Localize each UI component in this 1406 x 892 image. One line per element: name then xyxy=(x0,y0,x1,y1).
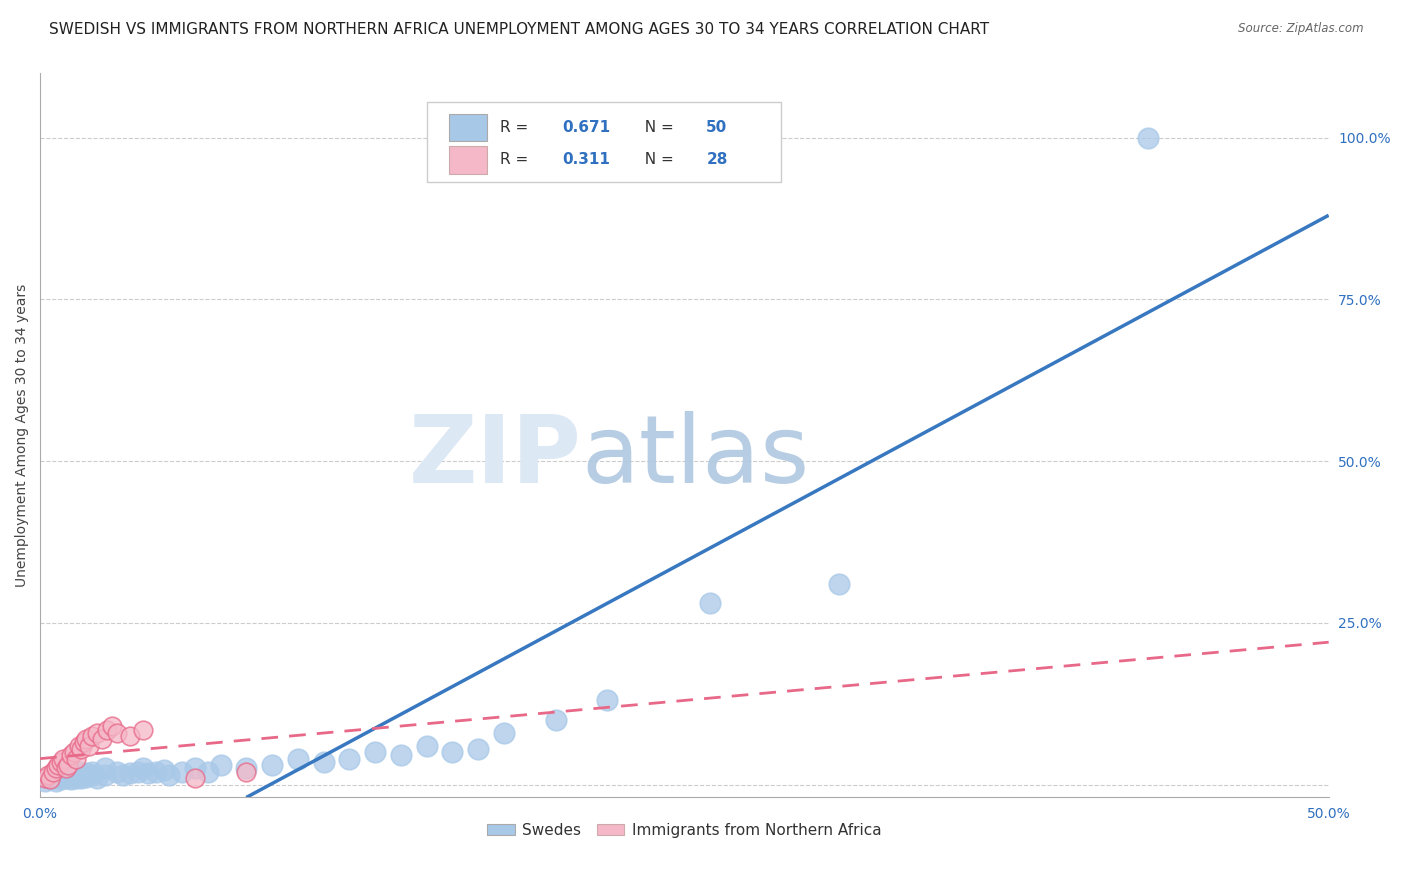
Point xyxy=(184,771,207,785)
Point xyxy=(52,751,75,765)
Point xyxy=(91,732,114,747)
Point xyxy=(76,732,98,747)
Text: atlas: atlas xyxy=(581,411,810,503)
Point xyxy=(544,713,567,727)
Point xyxy=(145,764,167,779)
Point xyxy=(60,748,83,763)
Point xyxy=(65,771,87,785)
Text: Source: ZipAtlas.com: Source: ZipAtlas.com xyxy=(1239,22,1364,36)
Point xyxy=(77,739,100,753)
Point xyxy=(46,758,69,772)
Legend: Swedes, Immigrants from Northern Africa: Swedes, Immigrants from Northern Africa xyxy=(481,817,887,844)
Text: N =: N = xyxy=(636,120,679,135)
Point xyxy=(157,768,180,782)
Point xyxy=(76,765,98,780)
Point xyxy=(60,772,83,787)
Point xyxy=(184,761,207,775)
Point xyxy=(260,758,283,772)
Text: N =: N = xyxy=(636,153,679,168)
Point xyxy=(127,764,149,779)
Point xyxy=(170,764,193,779)
Point xyxy=(415,739,437,753)
Point xyxy=(80,764,103,779)
Point xyxy=(337,751,360,765)
Point xyxy=(62,745,84,759)
Text: 0.671: 0.671 xyxy=(562,120,610,135)
Point xyxy=(55,761,77,775)
Point xyxy=(70,742,93,756)
Point xyxy=(80,729,103,743)
Point xyxy=(86,725,108,739)
Point xyxy=(389,748,412,763)
Point xyxy=(60,770,83,784)
Text: 0.311: 0.311 xyxy=(562,153,610,168)
Text: R =: R = xyxy=(501,120,533,135)
Point xyxy=(45,773,67,788)
Point xyxy=(153,764,176,778)
Text: SWEDISH VS IMMIGRANTS FROM NORTHERN AFRICA UNEMPLOYMENT AMONG AGES 30 TO 34 YEAR: SWEDISH VS IMMIGRANTS FROM NORTHERN AFRI… xyxy=(49,22,990,37)
Point xyxy=(364,745,387,759)
Point xyxy=(73,735,96,749)
Point xyxy=(467,742,489,756)
Point xyxy=(96,723,118,737)
Point xyxy=(42,764,65,779)
Point xyxy=(287,751,309,765)
Point xyxy=(76,770,98,784)
Text: R =: R = xyxy=(501,153,533,168)
Point xyxy=(49,772,72,787)
Point xyxy=(209,758,232,772)
Point xyxy=(93,768,115,782)
Point xyxy=(55,768,77,782)
Point xyxy=(49,755,72,769)
Point xyxy=(107,725,129,739)
Point xyxy=(67,768,90,782)
Point xyxy=(111,768,134,782)
Point xyxy=(86,771,108,785)
Point xyxy=(120,729,142,743)
Point xyxy=(67,739,90,753)
Point xyxy=(101,719,124,733)
FancyBboxPatch shape xyxy=(426,102,780,182)
Point xyxy=(39,772,62,787)
Point xyxy=(312,755,335,769)
Point xyxy=(132,723,155,737)
Point xyxy=(138,765,160,780)
Point xyxy=(65,751,87,765)
Bar xyxy=(449,113,488,141)
Bar xyxy=(449,146,488,174)
Point xyxy=(120,765,142,780)
Text: 28: 28 xyxy=(706,153,728,168)
Point xyxy=(42,771,65,785)
Text: 50: 50 xyxy=(706,120,727,135)
Point xyxy=(46,770,69,784)
Point xyxy=(70,771,93,785)
Point xyxy=(34,771,56,785)
Point xyxy=(67,764,90,779)
Y-axis label: Unemployment Among Ages 30 to 34 years: Unemployment Among Ages 30 to 34 years xyxy=(15,284,30,587)
Point xyxy=(235,764,257,779)
Point xyxy=(34,774,56,789)
Text: ZIP: ZIP xyxy=(408,411,581,503)
Point xyxy=(132,761,155,775)
Point xyxy=(235,761,257,775)
Point xyxy=(699,596,721,610)
Point xyxy=(197,764,219,779)
Point xyxy=(37,768,59,782)
Point xyxy=(596,693,619,707)
Point xyxy=(441,745,464,759)
Point xyxy=(58,758,80,772)
Point xyxy=(39,772,62,787)
Point xyxy=(45,761,67,775)
Point xyxy=(55,771,77,785)
Point xyxy=(828,577,851,591)
Point xyxy=(80,768,103,782)
Point xyxy=(1137,130,1160,145)
Point xyxy=(492,725,515,739)
Point xyxy=(93,761,115,775)
Point xyxy=(107,764,129,779)
